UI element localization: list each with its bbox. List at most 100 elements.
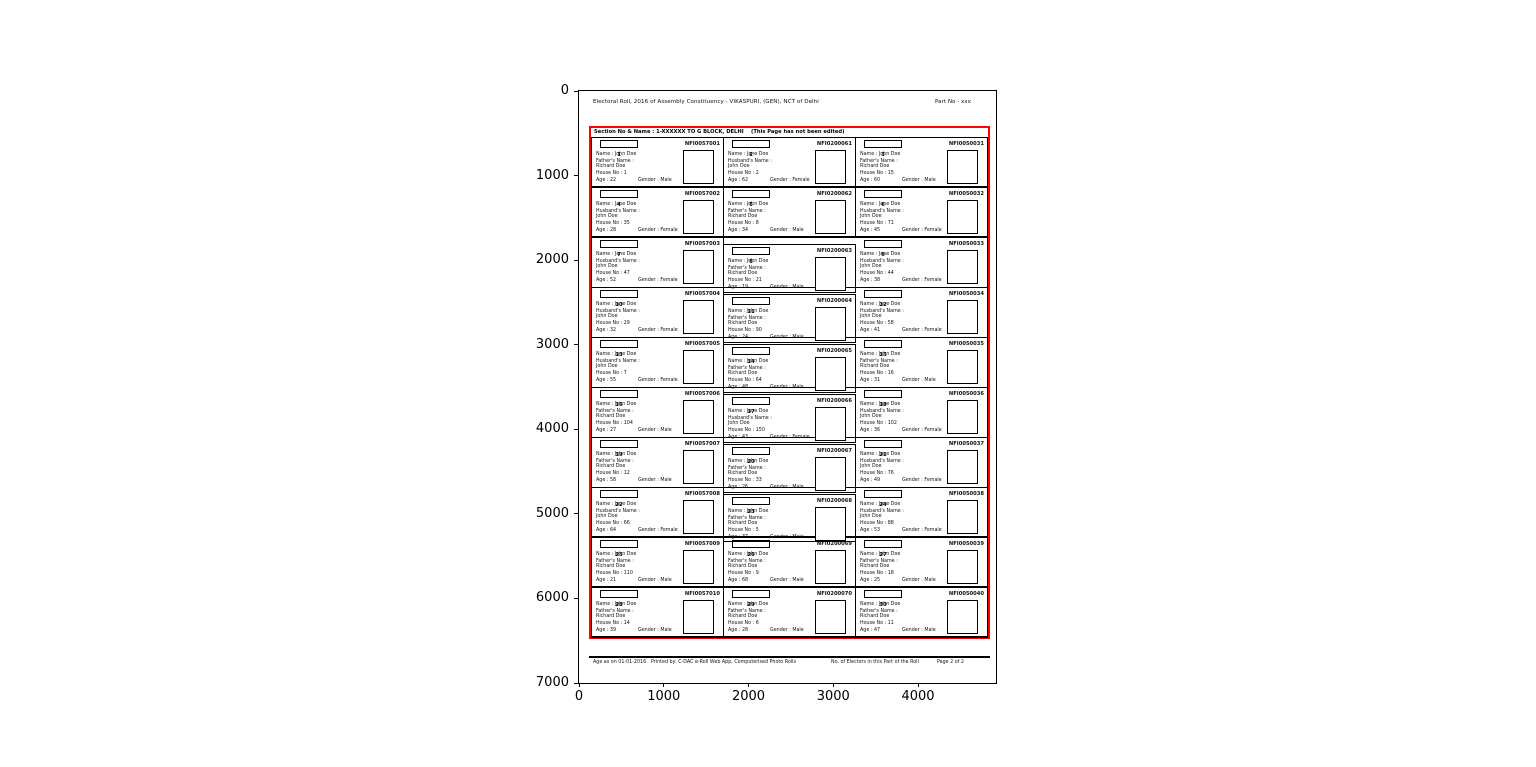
photo-box (947, 200, 978, 234)
voter-name-line: Name : John Doe (860, 552, 901, 557)
voter-name-line: Name : John Doe (596, 602, 637, 607)
house-number-line: House No : 102 (860, 421, 897, 426)
epic-number: NFI0200062 (816, 190, 852, 197)
epic-number: NFI0050033 (948, 240, 984, 247)
house-number-line: House No : 33 (728, 478, 762, 483)
serial-number: 16 (615, 402, 623, 408)
relation-label: Husband's Name : (860, 209, 904, 214)
serial-number: 9 (881, 252, 885, 258)
voter-card-row: 16 NFI0057006 Name : John Doe Father's N… (592, 388, 987, 443)
house-number-line: House No : 1 (596, 171, 627, 176)
serial-number-box: 30 (864, 590, 902, 608)
voter-card: 4 NFI0057002 Name : Jane Doe Husband's N… (592, 188, 724, 236)
serial-number-box: 14 (732, 347, 770, 365)
y-tick-label: 3000 (535, 336, 569, 352)
serial-number-box: 22 (600, 490, 638, 508)
voter-name-line: Name : John Doe (596, 402, 637, 407)
age-line: Age : 62 (728, 178, 749, 183)
photo-box (815, 150, 846, 184)
voter-card: 9 NFI0050033 Name : Jane Doe Husband's N… (856, 238, 987, 287)
voter-name-line: Name : John Doe (728, 309, 769, 314)
voter-name-line: Name : Jane Doe (860, 502, 901, 507)
epic-number: NFI0200066 (816, 397, 852, 404)
voter-name-line: Name : Jane Doe (596, 252, 637, 257)
relation-label: Father's Name : (860, 559, 898, 564)
page-edit-note: (This Page has not been edited) (751, 129, 845, 135)
footer-electors-note: No. of Electors in this Part of the Roll (831, 660, 919, 665)
voter-name-line: Name : Jane Doe (596, 202, 637, 207)
age-line: Age : 32 (596, 328, 617, 333)
age-line: Age : 48 (728, 385, 749, 390)
epic-number: NFI0050031 (948, 140, 984, 147)
x-tick-label: 2000 (731, 689, 766, 704)
epic-number: NFI0200064 (816, 297, 852, 304)
age-line: Age : 60 (860, 178, 881, 183)
house-number-line: House No : 8 (728, 221, 759, 226)
age-line: Age : 37 (728, 535, 749, 540)
house-number-line: House No : 11 (860, 621, 894, 626)
house-number-line: House No : 64 (728, 378, 762, 383)
serial-number: 20 (747, 459, 755, 465)
serial-number: 25 (615, 552, 623, 558)
photo-box (947, 250, 978, 284)
gender-line: Gender : Male (770, 335, 804, 340)
relation-label: Husband's Name : (728, 416, 772, 421)
serial-number: 13 (615, 352, 623, 358)
house-number-line: House No : 14 (596, 621, 630, 626)
gender-line: Gender : Female (638, 328, 678, 333)
epic-number: NFI0200067 (816, 447, 852, 454)
serial-number: 15 (879, 352, 887, 358)
photo-box (815, 357, 846, 391)
gender-line: Gender : Male (902, 628, 936, 633)
serial-number: 12 (879, 302, 887, 308)
voter-name-line: Name : John Doe (728, 552, 769, 557)
x-tick-label: 3000 (816, 689, 850, 704)
serial-number-box: 18 (864, 390, 902, 408)
photo-box (947, 350, 978, 384)
y-axis-tick (574, 344, 578, 346)
gender-line: Gender : Male (770, 628, 804, 633)
serial-number-box: 24 (864, 490, 902, 508)
age-line: Age : 49 (860, 478, 881, 483)
voter-card-row: 10 NFI0057004 Name : Jane Doe Husband's … (592, 288, 987, 343)
document-title: Electoral Roll, 2016 of Assembly Constit… (593, 99, 819, 105)
house-number-line: House No : 16 (860, 371, 894, 376)
serial-number: 5 (749, 202, 753, 208)
voter-card-row: 13 NFI0057005 Name : Jane Doe Husband's … (592, 338, 987, 393)
voter-name-line: Name : John Doe (596, 452, 637, 457)
house-number-line: House No : 2 (728, 171, 759, 176)
serial-number-box: 7 (600, 240, 638, 258)
relation-name: John Doe (596, 314, 618, 319)
epic-number: NFI0200069 (816, 540, 852, 547)
age-line: Age : 21 (596, 578, 617, 583)
serial-number-box: 11 (732, 297, 770, 315)
voter-name-line: Name : John Doe (728, 359, 769, 364)
house-number-line: House No : 21 (728, 278, 762, 283)
voter-card-row: 28 NFI0057010 Name : John Doe Father's N… (592, 588, 987, 638)
relation-name: John Doe (596, 264, 618, 269)
voter-card: 22 NFI0057008 Name : Jane Doe Husband's … (592, 488, 724, 536)
y-tick-label: 0 (560, 83, 569, 98)
photo-box (815, 307, 846, 341)
epic-number: NFI0057010 (684, 590, 720, 597)
age-line: Age : 45 (860, 228, 881, 233)
y-tick-label: 5000 (535, 505, 569, 521)
serial-number: 14 (747, 359, 755, 365)
epic-number: NFI0057008 (684, 490, 720, 497)
y-tick-label: 2000 (535, 252, 569, 268)
house-number-line: House No : 104 (596, 421, 633, 426)
voter-name-line: Name : Jane Doe (860, 202, 901, 207)
age-line: Age : 64 (596, 528, 617, 533)
voter-card: 26 NFI0200069 Name : John Doe Father's N… (724, 538, 856, 586)
serial-number-box: 2 (732, 140, 770, 158)
voter-card: 2 NFI0200061 Name : Jane Doe Husband's N… (724, 138, 856, 186)
relation-label: Husband's Name : (728, 159, 772, 164)
gender-line: Gender : Male (638, 428, 672, 433)
relation-label: Husband's Name : (860, 509, 904, 514)
voter-card: 3 NFI0050031 Name : John Doe Father's Na… (856, 138, 987, 186)
serial-number-box: 4 (600, 190, 638, 208)
voter-card: 8 NFI0200063 Name : John Doe Father's Na… (724, 244, 856, 293)
gender-line: Gender : Male (638, 478, 672, 483)
gender-line: Gender : Female (770, 435, 810, 440)
epic-number: NFI0200061 (816, 140, 852, 147)
